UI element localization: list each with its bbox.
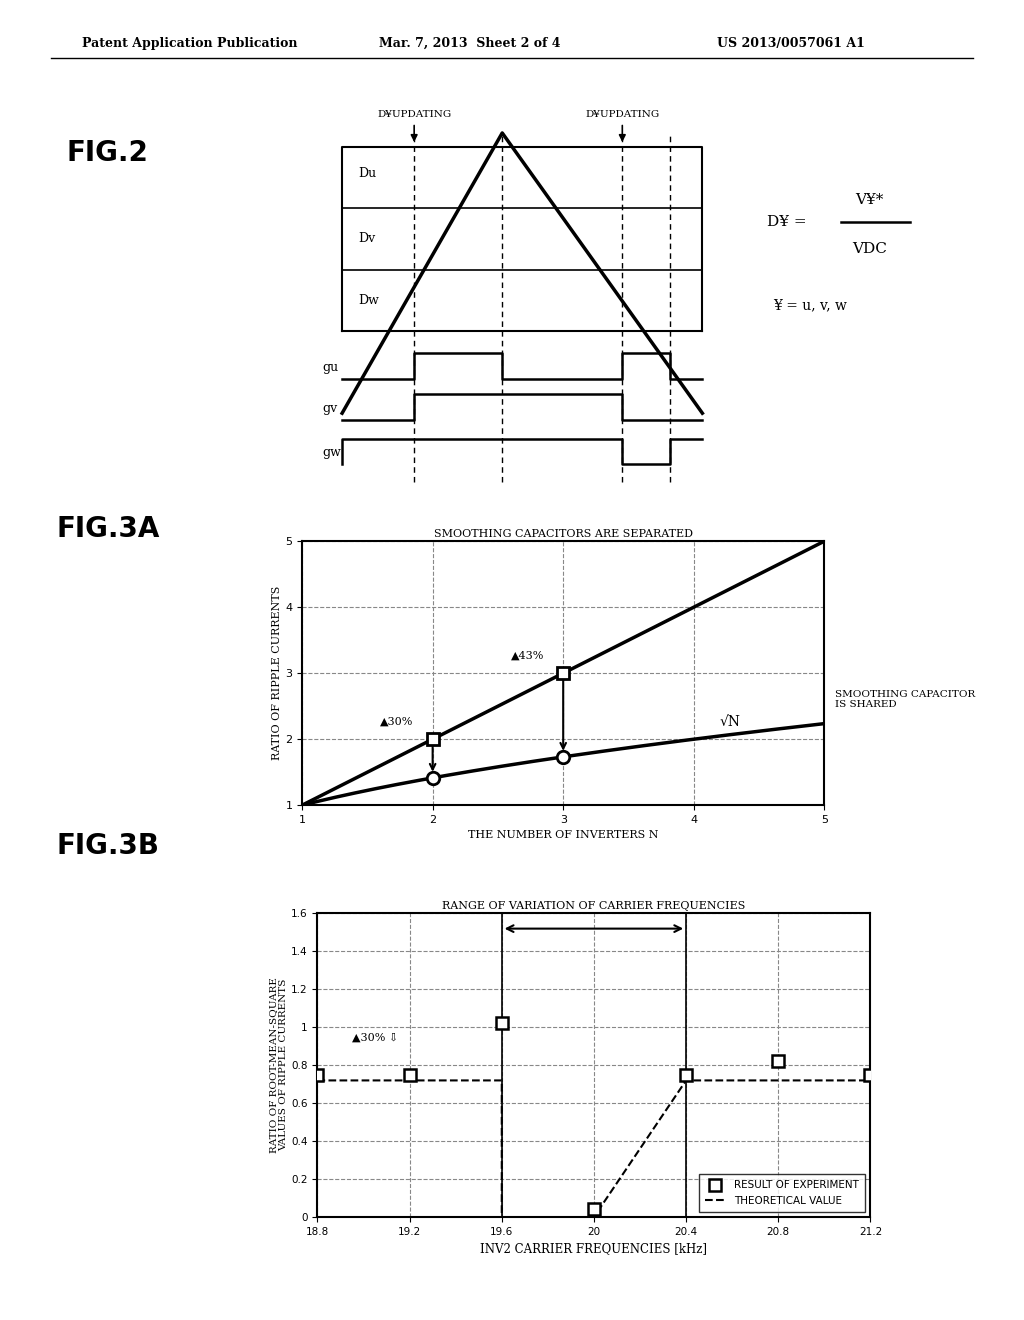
- X-axis label: INV2 CARRIER FREQUENCIES [kHz]: INV2 CARRIER FREQUENCIES [kHz]: [480, 1242, 708, 1255]
- Text: US 2013/0057061 A1: US 2013/0057061 A1: [717, 37, 864, 50]
- Text: D¥UPDATING: D¥UPDATING: [585, 111, 659, 119]
- Y-axis label: RATIO OF ROOT-MEAN-SQUARE
VALUES OF RIPPLE CURRENTS: RATIO OF ROOT-MEAN-SQUARE VALUES OF RIPP…: [269, 977, 289, 1154]
- Text: Mar. 7, 2013  Sheet 2 of 4: Mar. 7, 2013 Sheet 2 of 4: [379, 37, 560, 50]
- Legend: RESULT OF EXPERIMENT, THEORETICAL VALUE: RESULT OF EXPERIMENT, THEORETICAL VALUE: [698, 1173, 865, 1212]
- Text: ¥ = u, v, w: ¥ = u, v, w: [773, 298, 847, 312]
- Title: RANGE OF VARIATION OF CARRIER FREQUENCIES: RANGE OF VARIATION OF CARRIER FREQUENCIE…: [442, 902, 745, 911]
- Text: VDC: VDC: [852, 243, 887, 256]
- Text: FIG.2: FIG.2: [67, 139, 148, 166]
- Text: Dw: Dw: [358, 294, 379, 308]
- Text: Dv: Dv: [358, 232, 376, 246]
- Text: gv: gv: [323, 401, 337, 414]
- Title: SMOOTHING CAPACITORS ARE SEPARATED: SMOOTHING CAPACITORS ARE SEPARATED: [434, 529, 692, 539]
- Text: D¥UPDATING: D¥UPDATING: [377, 111, 452, 119]
- Text: ▲43%: ▲43%: [511, 651, 545, 661]
- Text: gu: gu: [323, 360, 338, 374]
- Text: gw: gw: [323, 446, 341, 459]
- Text: ▲30%: ▲30%: [381, 717, 414, 727]
- Text: Du: Du: [358, 168, 376, 181]
- Text: √N: √N: [720, 715, 741, 729]
- Y-axis label: RATIO OF RIPPLE CURRENTS: RATIO OF RIPPLE CURRENTS: [272, 586, 283, 760]
- Text: ▲30% ⇩: ▲30% ⇩: [352, 1032, 398, 1043]
- Text: V¥*: V¥*: [855, 193, 884, 207]
- X-axis label: THE NUMBER OF INVERTERS N: THE NUMBER OF INVERTERS N: [468, 830, 658, 841]
- Text: D¥ =: D¥ =: [767, 215, 807, 228]
- Text: SMOOTHING CAPACITOR
IS SHARED: SMOOTHING CAPACITOR IS SHARED: [835, 690, 975, 709]
- Text: FIG.3B: FIG.3B: [56, 832, 160, 859]
- Text: FIG.3A: FIG.3A: [56, 515, 160, 543]
- Text: Patent Application Publication: Patent Application Publication: [82, 37, 297, 50]
